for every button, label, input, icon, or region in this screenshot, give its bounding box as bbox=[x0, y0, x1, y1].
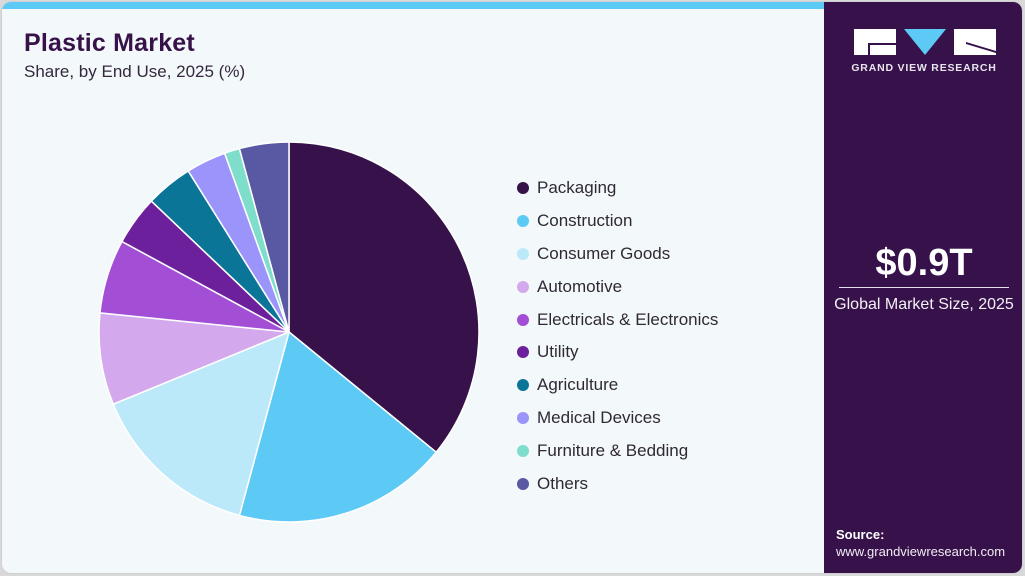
legend-item: Consumer Goods bbox=[517, 238, 718, 271]
legend-label: Agriculture bbox=[537, 375, 619, 395]
legend-label: Consumer Goods bbox=[537, 243, 671, 263]
legend-dot-icon bbox=[517, 215, 529, 228]
pie-chart bbox=[98, 141, 480, 523]
chart-subtitle: Share, by End Use, 2025 (%) bbox=[24, 62, 246, 81]
market-size-value: $0.9T bbox=[875, 242, 973, 284]
legend-item: Construction bbox=[517, 205, 718, 238]
legend-item: Packaging bbox=[517, 172, 718, 205]
info-sidebar: GRAND VIEW RESEARCH $0.9T Global Market … bbox=[824, 2, 1022, 573]
legend-dot-icon bbox=[517, 313, 529, 326]
market-size-label: Global Market Size, 2025 bbox=[834, 296, 1014, 313]
pie-slice-consumer-goods bbox=[112, 331, 290, 517]
source-link[interactable]: www.grandviewresearch.com bbox=[836, 544, 1006, 559]
legend-label: Automotive bbox=[537, 276, 623, 296]
legend-item: Furniture & Bedding bbox=[517, 434, 718, 467]
legend-label: Construction bbox=[537, 211, 633, 231]
legend-dot-icon bbox=[517, 182, 529, 195]
chart-title: Plastic Market bbox=[24, 29, 195, 57]
source-label: Source: bbox=[836, 527, 885, 542]
legend-dot-icon bbox=[517, 411, 529, 424]
pie-slice-others bbox=[238, 141, 290, 333]
pie-slice-packaging bbox=[288, 141, 480, 453]
legend-dot-icon bbox=[517, 379, 529, 392]
pie-slice-automotive bbox=[98, 312, 290, 405]
legend-item: Automotive bbox=[517, 270, 718, 303]
legend-label: Furniture & Bedding bbox=[537, 440, 689, 460]
brand-name: GRAND VIEW RESEARCH bbox=[851, 62, 997, 74]
legend-label: Packaging bbox=[537, 178, 617, 198]
chart-legend: Packaging Construction Consumer Goods Autom… bbox=[517, 172, 718, 500]
divider bbox=[839, 287, 1009, 288]
legend-label: Medical Devices bbox=[537, 407, 661, 427]
legend-item: Medical Devices bbox=[517, 402, 718, 435]
legend-dot-icon bbox=[517, 444, 529, 457]
legend-dot-icon bbox=[517, 280, 529, 293]
legend-dot-icon bbox=[517, 346, 529, 359]
legend-label: Utility bbox=[537, 342, 579, 362]
legend-label: Electricals & Electronics bbox=[537, 309, 719, 329]
legend-item: Agriculture bbox=[517, 369, 718, 402]
legend-dot-icon bbox=[517, 477, 529, 490]
legend-item: Electricals & Electronics bbox=[517, 303, 718, 336]
legend-label: Others bbox=[537, 473, 589, 493]
legend-dot-icon bbox=[517, 247, 529, 260]
pie-slice-construction bbox=[238, 331, 437, 523]
legend-item: Utility bbox=[517, 336, 718, 369]
grand-view-research-logo-icon bbox=[854, 29, 996, 55]
legend-item: Others bbox=[517, 467, 718, 500]
accent-bar bbox=[2, 2, 824, 9]
